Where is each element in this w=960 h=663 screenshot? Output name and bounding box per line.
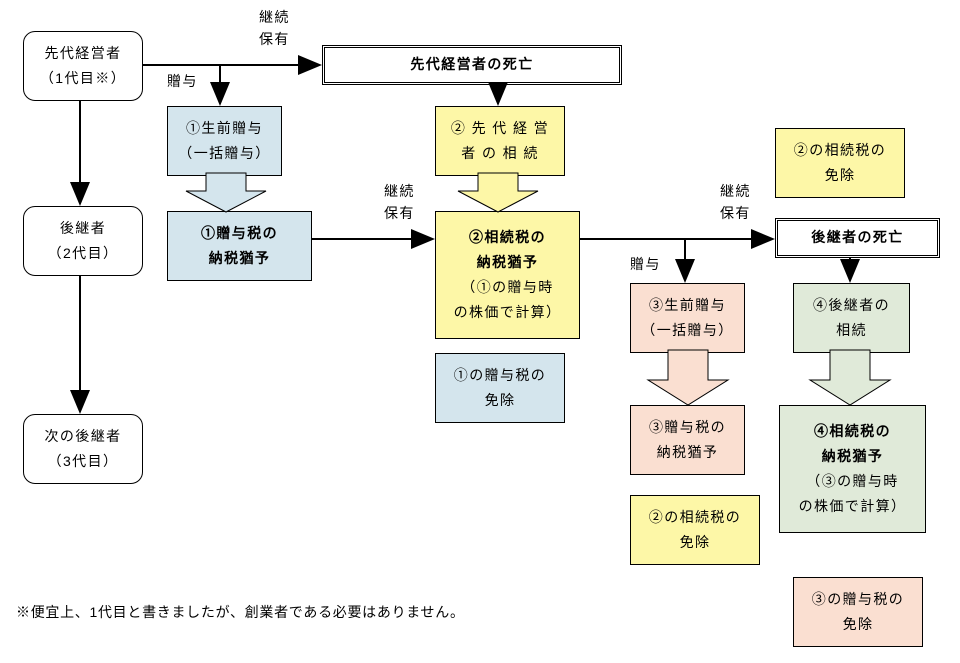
text: ② 先 代 経 営 xyxy=(451,116,549,141)
node-b2: ② 先 代 経 営 者 の 相 続 xyxy=(435,106,565,176)
node-b1b: ①贈与税の 納税猶予 xyxy=(167,211,312,281)
text: ②相続税の xyxy=(469,225,546,250)
node-b3: ③生前贈与 （一括贈与） xyxy=(630,283,745,353)
text: 相続 xyxy=(836,318,867,343)
text: 先代経営者の死亡 xyxy=(410,52,533,77)
label-keizoku3: 継続 保有 xyxy=(720,180,751,225)
node-b3b: ③贈与税の 納税猶予 xyxy=(630,405,745,475)
text: 免除 xyxy=(825,163,856,188)
text: の株価で計算） xyxy=(454,300,562,325)
text: 納税猶予 xyxy=(477,250,539,275)
text: 先代経営者 xyxy=(45,41,122,66)
text: （2代目） xyxy=(48,241,119,266)
text: 免除 xyxy=(680,530,711,555)
node-b4: ④後継者の 相続 xyxy=(793,283,910,353)
text: （一括贈与） xyxy=(178,141,270,166)
node-b2b: ②相続税の 納税猶予 （①の贈与時 の株価で計算） xyxy=(435,211,580,339)
node-b2ex2: ②の相続税の 免除 xyxy=(775,128,905,198)
text: 次の後継者 xyxy=(45,424,122,449)
block-arrow-icon xyxy=(186,173,266,212)
text: の株価で計算） xyxy=(799,494,907,519)
text: （①の贈与時 xyxy=(461,275,553,300)
node-gen3: 次の後継者 （3代目） xyxy=(23,414,143,484)
label-keizoku1: 継続 保有 xyxy=(259,6,290,51)
text: 者 の 相 続 xyxy=(461,141,538,166)
block-arrow-icon xyxy=(458,173,538,212)
text: （一括贈与） xyxy=(641,318,733,343)
block-arrow-icon xyxy=(648,350,728,405)
node-death2: 後継者の死亡 xyxy=(775,218,940,258)
label-zouyo2: 贈与 xyxy=(630,253,661,275)
text: ②の相続税の xyxy=(649,505,741,530)
text: 納税猶予 xyxy=(209,246,271,271)
text: 後継者の死亡 xyxy=(811,225,903,250)
text: 納税猶予 xyxy=(822,444,884,469)
node-death1: 先代経営者の死亡 xyxy=(322,45,622,85)
footnote: ※便宜上、1代目と書きましたが、創業者である必要はありません。 xyxy=(16,602,465,622)
node-b1: ①生前贈与 （一括贈与） xyxy=(167,106,282,176)
text: ①贈与税の xyxy=(201,221,278,246)
block-arrow-icon xyxy=(810,350,890,405)
text: ④後継者の xyxy=(813,293,890,318)
label-keizoku2: 継続 保有 xyxy=(384,180,415,225)
text: 免除 xyxy=(843,612,874,637)
text: ③の贈与税の xyxy=(812,587,904,612)
node-b1ex: ①の贈与税の 免除 xyxy=(435,353,565,423)
node-b3ex: ③の贈与税の 免除 xyxy=(793,577,923,647)
text: ①生前贈与 xyxy=(186,116,263,141)
label-zouyo1: 贈与 xyxy=(167,70,198,92)
node-gen2: 後継者 （2代目） xyxy=(23,206,143,276)
text: （3代目） xyxy=(48,449,119,474)
text: ②の相続税の xyxy=(794,138,886,163)
text: 免除 xyxy=(485,388,516,413)
text: ③贈与税の xyxy=(649,415,726,440)
text: ①の贈与税の xyxy=(454,363,546,388)
text: ④相続税の xyxy=(814,419,891,444)
node-b2ex: ②の相続税の 免除 xyxy=(630,495,760,565)
text: （③の贈与時 xyxy=(806,469,898,494)
text: 後継者 xyxy=(60,216,106,241)
text: （1代目※） xyxy=(40,66,126,91)
node-gen1: 先代経営者 （1代目※） xyxy=(23,31,143,101)
text: 納税猶予 xyxy=(657,440,719,465)
node-b4b: ④相続税の 納税猶予 （③の贈与時 の株価で計算） xyxy=(779,405,926,533)
text: ③生前贈与 xyxy=(649,293,726,318)
